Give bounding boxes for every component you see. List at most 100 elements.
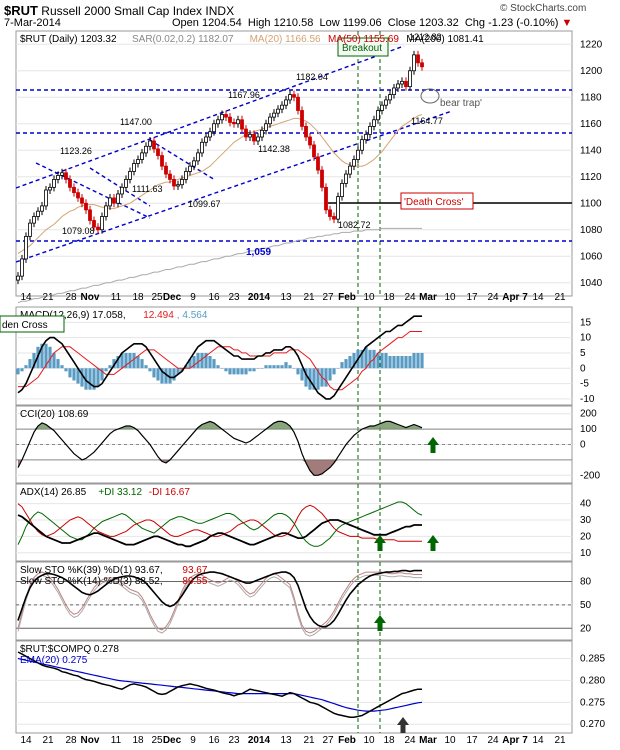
price-annotation: 1099.67 — [188, 199, 221, 209]
candle-body — [188, 165, 192, 172]
macd-histogram-bar — [396, 356, 400, 369]
macd-histogram-bar — [68, 368, 72, 378]
macd-histogram-bar — [72, 368, 76, 381]
x-tick-label: 14 — [532, 735, 544, 746]
candle-body — [116, 193, 120, 204]
candle-body — [64, 172, 68, 180]
candle-body — [328, 209, 332, 217]
ratio-line — [17, 651, 422, 718]
x-tick-label: 14 — [532, 292, 544, 303]
candle-body — [324, 186, 328, 211]
macd-histogram-bar — [208, 356, 212, 369]
panel-macd: -10 -5 0 5 10 15 MACD(12,26,9) 17.058, 12.494,… — [0, 306, 595, 406]
price-annotation: 1167.96 — [228, 90, 260, 100]
macd-histogram-bar — [240, 368, 244, 375]
candle-body — [340, 182, 344, 198]
candle-body — [156, 148, 160, 156]
low-label: Low — [319, 17, 340, 29]
macd-histogram-bar — [28, 359, 32, 369]
x-tick-label: 17 — [466, 292, 478, 303]
exchange: INDX — [205, 4, 235, 18]
macd-histogram-bar — [108, 365, 112, 369]
x-tick-label: Mar — [419, 735, 437, 746]
macd-histogram-bar — [268, 365, 272, 369]
macd-histogram-bar — [412, 352, 416, 369]
candle-body — [400, 80, 404, 85]
macd-histogram-bar — [16, 368, 20, 375]
macd-histogram-bar — [96, 368, 100, 387]
candle-body — [416, 54, 420, 64]
buy-signal-arrow-icon — [427, 535, 439, 551]
macd-histogram-bar — [236, 368, 240, 375]
y-tick-label: 15 — [580, 317, 592, 328]
stoch-39-line — [17, 569, 422, 628]
high-label: High — [247, 17, 271, 29]
candle-body — [72, 186, 76, 194]
legend-entry: 89.55 — [182, 576, 207, 587]
x-tick-label: 21 — [554, 292, 566, 303]
price-annotation: 1142.38 — [258, 144, 290, 154]
macd-histogram-bar — [100, 368, 104, 381]
buy-signal-arrow-icon — [374, 615, 386, 631]
candle-body — [36, 210, 40, 217]
macd-histogram-bar — [44, 343, 48, 369]
macd-histogram-bar — [48, 346, 52, 369]
macd-histogram-bar — [80, 368, 84, 387]
macd-histogram-bar — [168, 368, 172, 384]
candle-body — [244, 128, 248, 138]
minus-di-line — [17, 503, 422, 542]
candle-body — [312, 144, 316, 158]
candle-body — [148, 140, 152, 147]
candle-body — [344, 173, 348, 184]
candle-body — [336, 196, 340, 220]
y-tick-label: 200 — [580, 409, 597, 420]
legend-entry: CCI(20) 108.69 — [20, 409, 89, 420]
price-annotation: 1123.26 — [60, 146, 92, 156]
x-tick-label: 14 — [20, 292, 32, 303]
buy-signal-arrow-icon — [427, 437, 439, 453]
macd-histogram-bar — [312, 368, 316, 390]
x-tick-label: 17 — [466, 735, 478, 746]
candle-body — [260, 129, 264, 138]
x-tick-label: 2014 — [248, 292, 271, 303]
macd-histogram-bar — [400, 356, 404, 369]
x-tick-label: Nov — [81, 735, 100, 746]
upper-channel — [15, 45, 405, 189]
y-tick-label: 80 — [580, 577, 592, 588]
candle-body — [20, 258, 24, 277]
candle-body — [384, 99, 388, 106]
macd-histogram-bar — [284, 362, 288, 369]
open-value: 1204.54 — [201, 17, 242, 29]
price-annotation: 1164.77 — [411, 116, 443, 126]
watermark: © StockCharts.com — [500, 3, 587, 14]
breakout-box — [337, 37, 389, 57]
candle-body — [212, 123, 216, 133]
price-annotation: 1079.08 — [62, 226, 95, 236]
y-tick-label: 1040 — [580, 278, 603, 289]
macd-histogram-bar — [276, 365, 280, 369]
death-cross-box — [400, 192, 474, 210]
buy-signal-arrow-icon — [374, 535, 386, 551]
down-channel-c — [149, 139, 216, 181]
y-tick-label: 1140 — [580, 145, 602, 156]
macd-histogram-bar — [56, 359, 60, 369]
down-channel-a — [35, 162, 151, 219]
macd-histogram-bar — [156, 368, 160, 381]
candle-body — [412, 54, 416, 72]
candle-body — [288, 94, 292, 101]
macd-histogram-bar — [172, 368, 176, 381]
candle-body — [420, 62, 424, 68]
y-tick-label: 1200 — [580, 66, 603, 77]
y-tick-label: 0.275 — [580, 697, 605, 708]
candle-body — [184, 171, 188, 180]
x-tick-label: Apr 7 — [502, 292, 528, 303]
candle-body — [368, 126, 372, 135]
down-channel-b — [89, 167, 151, 207]
macd-histogram-bar — [180, 368, 184, 372]
y-tick-label: 0.285 — [580, 654, 605, 665]
candle-body — [320, 169, 324, 188]
legend-entry: 12.494 — [143, 310, 174, 321]
price-annotation: 1082.72 — [338, 220, 371, 230]
macd-histogram-bar — [404, 356, 408, 369]
macd-histogram-bar — [336, 368, 340, 369]
